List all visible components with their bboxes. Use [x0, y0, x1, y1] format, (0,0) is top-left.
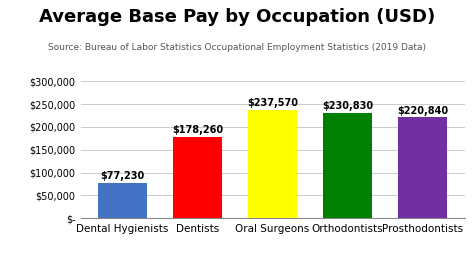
Bar [173, 137, 222, 218]
Text: $220,840: $220,840 [397, 106, 448, 116]
Text: Source: Bureau of Labor Statistics Occupational Employment Statistics (2019 Data: Source: Bureau of Labor Statistics Occup… [48, 43, 426, 52]
Bar [98, 183, 147, 218]
Text: $77,230: $77,230 [100, 171, 145, 181]
Text: $178,260: $178,260 [172, 125, 223, 135]
Bar [248, 110, 297, 218]
Text: Average Base Pay by Occupation (USD): Average Base Pay by Occupation (USD) [39, 8, 435, 26]
Text: $237,570: $237,570 [247, 98, 298, 108]
Bar [323, 113, 372, 218]
Bar [398, 117, 447, 218]
Text: $230,830: $230,830 [322, 101, 373, 111]
